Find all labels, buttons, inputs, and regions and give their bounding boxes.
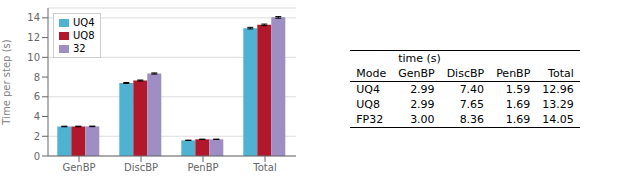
svg-text:10: 10 bbox=[27, 52, 40, 63]
html-text:2.99: 2.99 bbox=[410, 83, 435, 96]
html-text:UQ4: UQ4 bbox=[73, 17, 95, 28]
html-text:UQ8: UQ8 bbox=[356, 98, 380, 111]
html-text:8.36: 8.36 bbox=[459, 113, 485, 126]
svg-text:8: 8 bbox=[34, 72, 40, 83]
html-text:13.29: 13.29 bbox=[542, 98, 574, 111]
html-text:Total: Total bbox=[548, 67, 574, 80]
html-text:GenBP: GenBP bbox=[398, 67, 435, 80]
html-text:14.05: 14.05 bbox=[542, 113, 574, 126]
svg-text:0: 0 bbox=[34, 151, 40, 162]
svg-text:Time per step (s): Time per step (s) bbox=[8, 39, 12, 125]
html-text:PenBP: PenBP bbox=[496, 67, 531, 80]
svg-text:DiscBP: DiscBP bbox=[124, 162, 158, 173]
svg-text:6: 6 bbox=[34, 91, 40, 102]
html-text:1.69: 1.69 bbox=[505, 98, 531, 111]
html-text:12.96: 12.96 bbox=[542, 83, 574, 96]
html-text:UQ4: UQ4 bbox=[356, 83, 380, 96]
html-text:32: 32 bbox=[73, 43, 86, 54]
html-text:1.69: 1.69 bbox=[505, 113, 531, 126]
html-text:7.65: 7.65 bbox=[459, 98, 485, 111]
svg-text:4: 4 bbox=[34, 111, 40, 122]
html-text:7.40: 7.40 bbox=[459, 83, 485, 96]
svg-text:Total: Total bbox=[252, 162, 276, 173]
html-text:FP32: FP32 bbox=[356, 113, 384, 126]
svg-text:PenBP: PenBP bbox=[187, 162, 218, 173]
html-text:time (s): time (s) bbox=[398, 52, 441, 65]
svg-text:2: 2 bbox=[34, 131, 40, 142]
svg-text:14: 14 bbox=[27, 12, 40, 23]
html-text:3.00: 3.00 bbox=[410, 113, 435, 126]
html-text:UQ8: UQ8 bbox=[73, 30, 95, 41]
html-text:DiscBP: DiscBP bbox=[446, 67, 485, 80]
svg-text:12: 12 bbox=[27, 32, 40, 43]
html-text:2.99: 2.99 bbox=[410, 98, 435, 111]
svg-text:GenBP: GenBP bbox=[62, 162, 95, 173]
html-text:1.59: 1.59 bbox=[505, 83, 531, 96]
html-text:Mode: Mode bbox=[356, 67, 387, 80]
